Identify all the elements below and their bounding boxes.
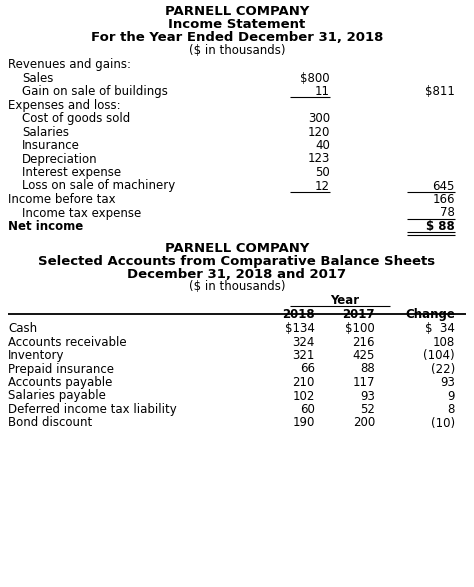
Text: PARNELL COMPANY: PARNELL COMPANY [165, 241, 309, 255]
Text: Selected Accounts from Comparative Balance Sheets: Selected Accounts from Comparative Balan… [38, 255, 436, 268]
Text: Cost of goods sold: Cost of goods sold [22, 112, 130, 125]
Text: 2017: 2017 [343, 308, 375, 321]
Text: 12: 12 [315, 180, 330, 193]
Text: Accounts receivable: Accounts receivable [8, 336, 127, 349]
Text: 210: 210 [292, 376, 315, 389]
Text: Revenues and gains:: Revenues and gains: [8, 58, 131, 71]
Text: $  34: $ 34 [425, 322, 455, 335]
Text: 324: 324 [292, 336, 315, 349]
Text: Salaries payable: Salaries payable [8, 390, 106, 403]
Text: Prepaid insurance: Prepaid insurance [8, 363, 114, 376]
Text: Inventory: Inventory [8, 349, 64, 362]
Text: December 31, 2018 and 2017: December 31, 2018 and 2017 [128, 268, 346, 281]
Text: Sales: Sales [22, 72, 54, 85]
Text: 8: 8 [447, 403, 455, 416]
Text: Deferred income tax liability: Deferred income tax liability [8, 403, 177, 416]
Text: 93: 93 [440, 376, 455, 389]
Text: Depreciation: Depreciation [22, 153, 98, 166]
Text: 88: 88 [360, 363, 375, 376]
Text: 645: 645 [433, 180, 455, 193]
Text: $100: $100 [345, 322, 375, 335]
Text: ($ in thousands): ($ in thousands) [189, 44, 285, 57]
Text: Loss on sale of machinery: Loss on sale of machinery [22, 180, 175, 193]
Text: Accounts payable: Accounts payable [8, 376, 112, 389]
Text: ($ in thousands): ($ in thousands) [189, 281, 285, 294]
Text: Income Statement: Income Statement [168, 18, 306, 31]
Text: 120: 120 [308, 126, 330, 139]
Text: 40: 40 [315, 139, 330, 152]
Text: $800: $800 [301, 72, 330, 85]
Text: $134: $134 [285, 322, 315, 335]
Text: Net income: Net income [8, 220, 83, 233]
Text: 2018: 2018 [283, 308, 315, 321]
Text: 300: 300 [308, 112, 330, 125]
Text: 11: 11 [315, 85, 330, 98]
Text: 425: 425 [353, 349, 375, 362]
Text: 117: 117 [353, 376, 375, 389]
Text: Interest expense: Interest expense [22, 166, 121, 179]
Text: Year: Year [330, 295, 360, 308]
Text: 93: 93 [360, 390, 375, 403]
Text: 60: 60 [300, 403, 315, 416]
Text: 108: 108 [433, 336, 455, 349]
Text: 166: 166 [432, 193, 455, 206]
Text: Insurance: Insurance [22, 139, 80, 152]
Text: 50: 50 [315, 166, 330, 179]
Text: 190: 190 [292, 417, 315, 430]
Text: Gain on sale of buildings: Gain on sale of buildings [22, 85, 168, 98]
Text: Salaries: Salaries [22, 126, 69, 139]
Text: $ 88: $ 88 [426, 220, 455, 233]
Text: 66: 66 [300, 363, 315, 376]
Text: Change: Change [405, 308, 455, 321]
Text: 123: 123 [308, 153, 330, 166]
Text: (22): (22) [431, 363, 455, 376]
Text: 9: 9 [447, 390, 455, 403]
Text: For the Year Ended December 31, 2018: For the Year Ended December 31, 2018 [91, 31, 383, 44]
Text: Cash: Cash [8, 322, 37, 335]
Text: Expenses and loss:: Expenses and loss: [8, 99, 120, 112]
Text: PARNELL COMPANY: PARNELL COMPANY [165, 5, 309, 18]
Text: Income before tax: Income before tax [8, 193, 116, 206]
Text: Bond discount: Bond discount [8, 417, 92, 430]
Text: 200: 200 [353, 417, 375, 430]
Text: Income tax expense: Income tax expense [22, 207, 141, 220]
Text: $811: $811 [425, 85, 455, 98]
Text: 102: 102 [292, 390, 315, 403]
Text: (104): (104) [423, 349, 455, 362]
Text: 216: 216 [353, 336, 375, 349]
Text: (10): (10) [431, 417, 455, 430]
Text: 321: 321 [292, 349, 315, 362]
Text: 52: 52 [360, 403, 375, 416]
Text: 78: 78 [440, 207, 455, 220]
